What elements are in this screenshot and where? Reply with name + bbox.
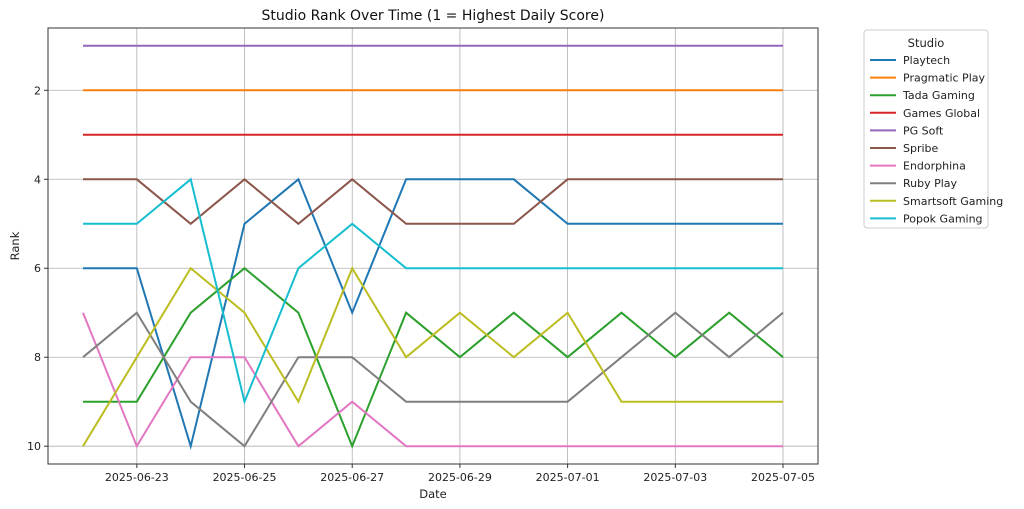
series-line-smartsoft-gaming — [82, 265, 783, 447]
chart-title: Studio Rank Over Time (1 = Highest Daily… — [262, 8, 605, 24]
x-tick-label: 2025-07-03 — [643, 471, 707, 484]
x-tick-label: 2025-07-05 — [751, 471, 815, 484]
series-line-popok-gaming — [83, 177, 783, 405]
x-tick-label: 2025-06-23 — [105, 471, 169, 484]
legend-entry-label: Smartsoft Gaming — [903, 195, 1003, 208]
y-tick-label: 10 — [27, 440, 41, 453]
x-tick-label: 2025-07-01 — [536, 471, 600, 484]
legend-box — [863, 29, 989, 229]
legend: Studio Playtech Pragmatic Play Tada Gaming… — [863, 29, 1003, 229]
y-axis-label: Rank — [8, 231, 22, 260]
legend-entry-label: PG Soft — [903, 124, 944, 137]
y-tick-label: 8 — [34, 351, 41, 364]
legend-entry-label: Ruby Play — [903, 177, 958, 190]
y-tick-label: 6 — [34, 262, 41, 275]
y-tick-label: 4 — [34, 173, 41, 186]
y-tick-label: 2 — [34, 84, 41, 97]
series-line-ruby-play — [82, 311, 784, 448]
legend-entry-label: Games Global — [903, 107, 980, 120]
x-tick-label: 2025-06-27 — [320, 471, 384, 484]
y-axis-ticks: 2 4 6 8 10 — [27, 84, 48, 453]
legend-entry-label: Spribe — [903, 142, 939, 155]
legend-entry-label: Endorphina — [903, 160, 966, 173]
series-line-endorphina — [82, 312, 783, 449]
x-tick-label: 2025-06-25 — [213, 471, 277, 484]
series-lines — [82, 44, 784, 451]
x-axis-label: Date — [419, 487, 447, 501]
x-axis-ticks: 2025-06-23 2025-06-25 2025-06-27 2025-06-29… — [105, 464, 815, 484]
legend-entry-label: Playtech — [903, 54, 950, 67]
legend-entry-label: Tada Gaming — [902, 89, 975, 102]
x-tick-label: 2025-06-29 — [428, 471, 492, 484]
plot-frame — [47, 27, 819, 465]
legend-items: Playtech Pragmatic Play Tada Gaming Games G… — [870, 54, 1003, 225]
legend-entry-label: Popok Gaming — [903, 212, 983, 225]
legend-title: Studio — [908, 36, 945, 50]
legend-entry-label: Pragmatic Play — [903, 72, 985, 85]
